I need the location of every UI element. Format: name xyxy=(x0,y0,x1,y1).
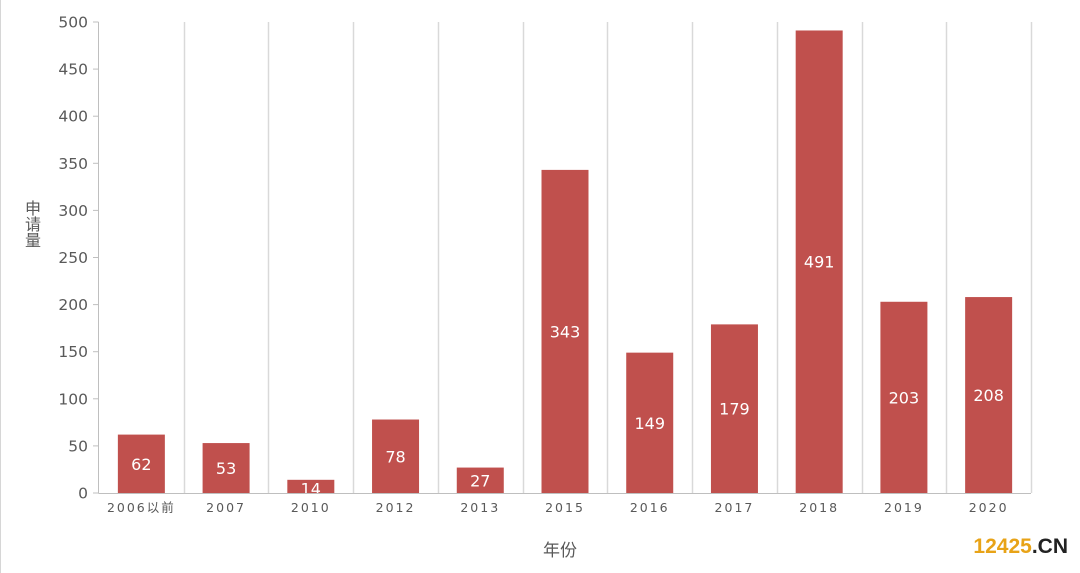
y-tick-label: 300 xyxy=(58,202,88,220)
bar xyxy=(880,301,928,493)
x-tick-label: 2018 xyxy=(799,500,839,515)
x-axis-label: 年份 xyxy=(543,541,577,561)
y-tick-label: 100 xyxy=(58,390,88,408)
x-tick-label: 2007 xyxy=(206,500,246,515)
watermark-number: 12425 xyxy=(973,535,1032,558)
bar xyxy=(287,479,335,493)
x-tick-label: 2020 xyxy=(969,500,1009,515)
y-tick-label: 150 xyxy=(58,343,88,361)
x-tick-label: 2015 xyxy=(545,500,585,515)
bar xyxy=(795,30,843,494)
bar xyxy=(202,443,250,493)
watermark-dot: . xyxy=(1031,535,1038,558)
bar xyxy=(965,297,1013,493)
x-tick-label: 2013 xyxy=(460,500,500,515)
bar xyxy=(710,324,758,493)
data-label: 208 xyxy=(973,386,1004,405)
bar xyxy=(626,352,674,493)
y-tick-label: 50 xyxy=(68,437,88,455)
data-label: 14 xyxy=(301,479,321,498)
data-label: 179 xyxy=(719,400,750,419)
x-tick-label: 2012 xyxy=(376,500,416,515)
data-label: 203 xyxy=(889,388,920,407)
x-tick-label: 2016 xyxy=(630,500,670,515)
y-tick-label: 400 xyxy=(58,108,88,126)
frame-border xyxy=(0,0,1,573)
data-label: 78 xyxy=(385,447,405,466)
data-label: 27 xyxy=(470,471,490,490)
y-axis-label: 申请量 xyxy=(22,200,41,248)
y-tick-label: 250 xyxy=(58,249,88,267)
data-label: 491 xyxy=(804,253,835,272)
watermark-logo: 12425.CN xyxy=(973,535,1068,559)
y-tick-label: 200 xyxy=(58,296,88,314)
grid-lines xyxy=(183,22,1033,493)
y-tick-label: 450 xyxy=(58,61,88,79)
y-tick-label: 500 xyxy=(58,14,88,32)
watermark-suffix: CN xyxy=(1037,535,1068,558)
x-tick-label: 2010 xyxy=(291,500,331,515)
bar xyxy=(372,419,420,493)
data-label: 62 xyxy=(131,455,151,474)
bar xyxy=(541,169,589,494)
bar xyxy=(456,467,504,493)
axes: 0 50 100 150 200 250 300 350 400 450 500 2006以前 2007… xyxy=(58,14,1031,515)
y-tick-label: 350 xyxy=(58,155,88,173)
data-label: 149 xyxy=(634,414,665,433)
data-label: 343 xyxy=(550,322,581,341)
data-label: 53 xyxy=(216,459,236,478)
bars: 62 53 14 78 27 343 149 179 491 203 208 xyxy=(117,30,1013,498)
bar xyxy=(117,434,165,493)
y-tick-label: 0 xyxy=(78,485,88,503)
x-tick-label: 2019 xyxy=(884,500,924,515)
x-tick-label: 2006以前 xyxy=(107,500,176,515)
x-tick-label: 2017 xyxy=(715,500,755,515)
